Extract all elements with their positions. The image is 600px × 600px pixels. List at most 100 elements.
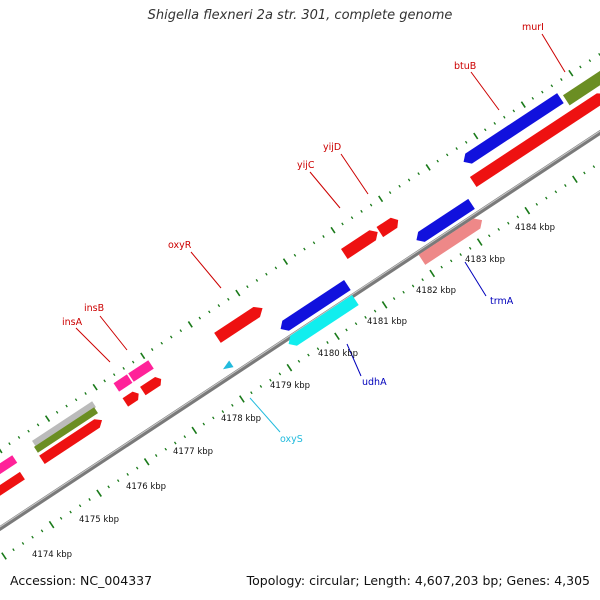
major-tick xyxy=(44,415,51,422)
minor-tick xyxy=(531,96,535,100)
minor-tick xyxy=(455,147,458,151)
minor-tick xyxy=(107,485,110,489)
feature-gray-gene[interactable] xyxy=(32,401,96,447)
feature-forward-gene-1[interactable] xyxy=(39,416,105,464)
minor-tick xyxy=(411,284,415,288)
gene-label-murI[interactable]: murI xyxy=(522,22,544,33)
minor-tick xyxy=(373,309,377,313)
feature-btuB-reverse[interactable] xyxy=(460,93,564,167)
feature-forward-small-2[interactable] xyxy=(140,375,164,396)
feature-yijC[interactable] xyxy=(341,227,381,260)
minor-tick xyxy=(112,373,116,377)
feature-pink-gene[interactable] xyxy=(418,215,486,265)
feature-insA[interactable] xyxy=(113,374,133,392)
major-tick xyxy=(429,269,436,278)
minor-tick xyxy=(293,253,297,257)
gene-label-udhA[interactable]: udhA xyxy=(362,377,387,388)
major-tick xyxy=(568,69,574,77)
feature-insB[interactable] xyxy=(128,360,154,382)
minor-tick xyxy=(564,184,567,187)
minor-tick xyxy=(316,347,320,351)
minor-tick xyxy=(27,429,30,433)
feature-udhA[interactable] xyxy=(277,279,351,334)
minor-tick xyxy=(246,285,249,289)
gene-label-oxyS[interactable]: oxyS xyxy=(280,434,303,445)
minor-tick xyxy=(341,222,344,226)
gene-labels: insA insB oxyR yijC yijD btuB murI oxyS … xyxy=(62,22,544,445)
minor-tick xyxy=(493,122,497,125)
minor-tick xyxy=(354,322,358,326)
major-tick xyxy=(524,206,531,215)
major-tick xyxy=(143,458,150,466)
minor-tick xyxy=(369,203,373,207)
outer-tick-ring xyxy=(0,52,600,454)
minor-tick xyxy=(208,310,211,314)
minor-tick xyxy=(74,398,78,402)
feature-oxyR[interactable] xyxy=(214,303,266,343)
major-tick xyxy=(334,332,340,341)
minor-tick xyxy=(212,416,215,420)
minor-tick xyxy=(122,366,125,370)
gene-label-trmA[interactable]: trmA xyxy=(490,296,514,307)
feature-forward-small-1[interactable] xyxy=(122,389,142,407)
minor-tick xyxy=(31,535,34,539)
minor-tick xyxy=(40,529,44,533)
tick-label-4180: 4180 kbp xyxy=(318,349,358,359)
minor-tick xyxy=(250,391,253,395)
minor-tick xyxy=(312,241,316,245)
minor-tick xyxy=(545,196,548,200)
major-tick xyxy=(572,175,578,184)
minor-tick xyxy=(487,234,491,238)
minor-tick xyxy=(560,78,563,81)
feature-cyan-gene[interactable] xyxy=(285,294,359,349)
major-tick xyxy=(239,395,245,403)
minor-tick xyxy=(512,109,516,113)
minor-tick xyxy=(227,297,230,301)
minor-tick xyxy=(541,90,544,94)
minor-tick xyxy=(554,190,558,194)
tick-label-4174: 4174 kbp xyxy=(32,550,72,560)
minor-tick xyxy=(173,441,177,445)
major-tick xyxy=(476,238,483,246)
minor-tick xyxy=(274,266,278,270)
major-tick xyxy=(1,552,7,560)
feature-oxyS[interactable] xyxy=(221,360,234,372)
minor-tick xyxy=(59,516,63,520)
label-leader-lines xyxy=(75,33,566,433)
gene-label-insA[interactable]: insA xyxy=(62,317,83,328)
gene-label-insB[interactable]: insB xyxy=(84,303,104,314)
minor-tick xyxy=(583,171,586,175)
feature-insertion-left[interactable] xyxy=(0,455,18,481)
minor-tick xyxy=(440,265,443,269)
major-tick xyxy=(473,132,479,140)
feature-yijD[interactable] xyxy=(376,215,402,238)
gene-label-yijC[interactable]: yijC xyxy=(297,160,315,171)
minor-tick xyxy=(350,216,354,220)
minor-tick xyxy=(579,65,582,69)
feature-murI-olive[interactable] xyxy=(562,66,600,106)
feature-btuB[interactable] xyxy=(469,89,600,188)
gene-label-yijD[interactable]: yijD xyxy=(323,142,341,153)
genome-summary-text: Topology: circular; Length: 4,607,203 bp… xyxy=(246,573,590,588)
minor-tick xyxy=(497,228,501,231)
feature-forward-left[interactable] xyxy=(0,471,25,504)
minor-tick xyxy=(592,165,596,169)
feature-olive-gene[interactable] xyxy=(34,407,98,453)
feature-trmA[interactable] xyxy=(413,198,475,245)
tick-label-4184: 4184 kbp xyxy=(515,223,555,233)
major-tick xyxy=(378,195,384,203)
minor-tick xyxy=(255,279,259,282)
minor-tick xyxy=(398,184,401,188)
minor-tick xyxy=(345,328,348,332)
minor-tick xyxy=(150,348,154,351)
minor-tick xyxy=(459,253,462,257)
minor-tick xyxy=(103,379,106,383)
minor-tick xyxy=(179,329,183,333)
major-tick xyxy=(92,383,98,391)
gene-label-btuB[interactable]: btuB xyxy=(454,61,476,72)
major-tick xyxy=(187,321,193,328)
minor-tick xyxy=(160,341,164,345)
minor-tick xyxy=(265,272,268,276)
gene-label-oxyR[interactable]: oxyR xyxy=(168,240,192,251)
